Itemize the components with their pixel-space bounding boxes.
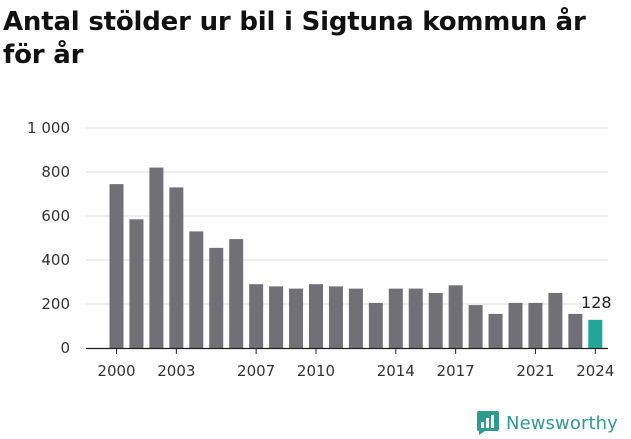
axes	[86, 347, 608, 354]
labels: 0 200 400 600 800 1 000 2000 2003 2007 2010 2014 20…	[27, 119, 614, 380]
bar	[249, 284, 264, 348]
y-tick-label: 1 000	[27, 119, 70, 137]
bar	[368, 302, 383, 348]
x-tick-label: 2010	[297, 362, 335, 380]
bar	[109, 184, 124, 348]
y-tick-label: 200	[41, 295, 70, 313]
bar	[508, 302, 523, 348]
x-tick-label: 2014	[377, 362, 415, 380]
bar	[209, 247, 224, 348]
newsworthy-logo-icon	[477, 411, 499, 435]
chart-title: Antal stölder ur bil i Sigtuna kommun år…	[3, 7, 586, 70]
brand-name: Newsworthy	[506, 412, 618, 434]
x-tick-label: 2000	[97, 362, 135, 380]
bar	[289, 288, 304, 348]
bar	[528, 302, 543, 348]
bar	[189, 231, 204, 348]
y-tick-label: 600	[41, 207, 70, 225]
bar	[149, 167, 164, 348]
bar-chart: 0 200 400 600 800 1 000 2000 2003 2007 2010 2014 20…	[27, 119, 614, 380]
x-tick-label: 2024	[576, 362, 614, 380]
newsworthy-brand[interactable]: Newsworthy	[476, 408, 618, 438]
bar	[229, 239, 244, 348]
bar	[488, 313, 503, 348]
bar	[388, 288, 403, 348]
bar-highlighted	[588, 319, 603, 348]
x-tick-label: 2017	[437, 362, 475, 380]
bar	[348, 288, 363, 348]
bars	[109, 167, 603, 348]
bar	[309, 284, 323, 348]
y-tick-label: 0	[60, 339, 70, 357]
bar	[568, 313, 583, 348]
x-tick-label: 2021	[516, 362, 554, 380]
highlight-data-label: 128	[581, 293, 612, 312]
x-tick-label: 2003	[157, 362, 195, 380]
bar	[448, 285, 463, 348]
bar	[269, 286, 284, 348]
x-tick-label: 2007	[237, 362, 275, 380]
bar	[548, 293, 563, 348]
bar	[428, 293, 443, 348]
bar	[468, 305, 483, 348]
gridlines	[86, 127, 608, 305]
bar	[328, 286, 343, 348]
bar	[169, 187, 184, 348]
y-tick-label: 400	[41, 251, 70, 269]
bar	[129, 219, 144, 348]
y-tick-label: 800	[41, 163, 70, 181]
bar	[408, 288, 423, 348]
